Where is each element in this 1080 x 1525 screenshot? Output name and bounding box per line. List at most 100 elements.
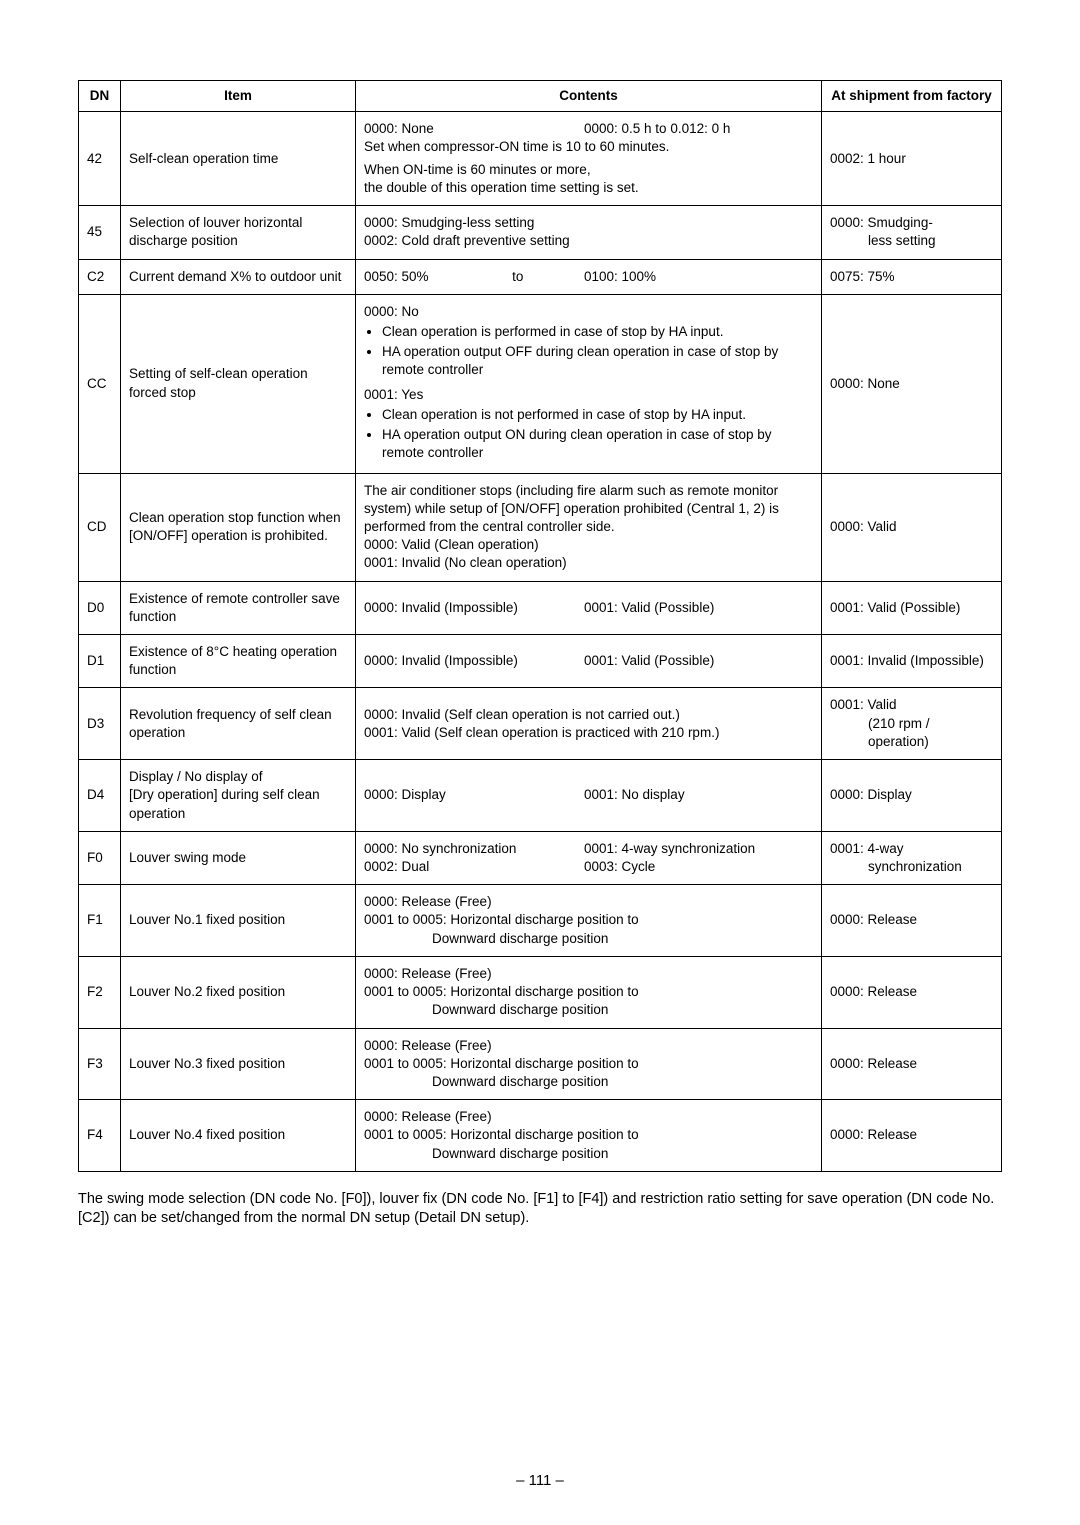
contents-text: 0001 to 0005: Horizontal discharge posit…: [364, 911, 813, 929]
factory-cell: 0000: Smudging- less setting: [822, 206, 1002, 259]
contents-text: 0001: Invalid (No clean operation): [364, 554, 813, 572]
contents-text: 0000: Release (Free): [364, 965, 813, 983]
table-header-row: DN Item Contents At shipment from factor…: [79, 81, 1002, 112]
header-dn: DN: [79, 81, 121, 112]
contents-text: Downward discharge position: [364, 1145, 813, 1163]
contents-text: the double of this operation time settin…: [364, 179, 813, 197]
contents-text: 0000: Release (Free): [364, 1037, 813, 1055]
contents-text: Downward discharge position: [364, 1073, 813, 1091]
page-number: – 111 –: [0, 1472, 1080, 1489]
contents-text: 0001: Valid (Possible): [584, 652, 804, 670]
contents-text: 0000: Invalid (Impossible): [364, 652, 584, 670]
dn-code: D4: [79, 760, 121, 832]
contents-text: 0003: Cycle: [584, 858, 804, 876]
factory-cell: 0001: Valid (Possible): [822, 581, 1002, 634]
bullet-list: Clean operation is not performed in case…: [364, 406, 813, 463]
footnote-text: The swing mode selection (DN code No. [F…: [78, 1190, 1002, 1229]
contents-text: to: [512, 268, 584, 286]
dn-code: F2: [79, 956, 121, 1028]
contents-cell: 0000: Release (Free) 0001 to 0005: Horiz…: [356, 885, 822, 957]
factory-cell: 0002: 1 hour: [822, 112, 1002, 206]
contents-text: 0100: 100%: [584, 268, 786, 286]
item-cell: Louver No.3 fixed position: [121, 1028, 356, 1100]
dn-code: 45: [79, 206, 121, 259]
item-cell: Louver No.4 fixed position: [121, 1100, 356, 1172]
item-cell: Current demand X% to outdoor unit: [121, 259, 356, 294]
contents-text: 0000: Invalid (Impossible): [364, 599, 584, 617]
factory-cell: 0000: Valid: [822, 473, 1002, 581]
contents-cell: 0000: Display0001: No display: [356, 760, 822, 832]
table-row: CC Setting of self-clean operation force…: [79, 294, 1002, 473]
contents-text: Set when compressor-ON time is 10 to 60 …: [364, 138, 813, 156]
contents-cell: 0000: Release (Free) 0001 to 0005: Horiz…: [356, 1100, 822, 1172]
dn-settings-table: DN Item Contents At shipment from factor…: [78, 80, 1002, 1172]
contents-cell: 0000: Release (Free) 0001 to 0005: Horiz…: [356, 1028, 822, 1100]
factory-text: 0001: Valid: [830, 696, 993, 714]
dn-code: F3: [79, 1028, 121, 1100]
dn-code: 42: [79, 112, 121, 206]
factory-text: 0000: Smudging-: [830, 214, 993, 232]
contents-text: 0001 to 0005: Horizontal discharge posit…: [364, 983, 813, 1001]
table-row: D3 Revolution frequency of self clean op…: [79, 688, 1002, 760]
contents-cell: 0000: No synchronization0001: 4-way sync…: [356, 831, 822, 884]
table-row: 42 Self-clean operation time 0000: None0…: [79, 112, 1002, 206]
factory-cell: 0001: 4-way synchronization: [822, 831, 1002, 884]
table-row: 45 Selection of louver horizontal discha…: [79, 206, 1002, 259]
page: DN Item Contents At shipment from factor…: [0, 0, 1080, 1525]
item-cell: Selection of louver horizontal discharge…: [121, 206, 356, 259]
table-row: D1 Existence of 8°C heating operation fu…: [79, 635, 1002, 688]
bullet-item: HA operation output OFF during clean ope…: [382, 343, 813, 379]
item-cell: Louver swing mode: [121, 831, 356, 884]
bullet-item: Clean operation is performed in case of …: [382, 323, 813, 341]
contents-text: 0001 to 0005: Horizontal discharge posit…: [364, 1126, 813, 1144]
contents-text: 0000: Release (Free): [364, 1108, 813, 1126]
bullet-list: Clean operation is performed in case of …: [364, 323, 813, 380]
factory-cell: 0001: Valid (210 rpm / operation): [822, 688, 1002, 760]
item-cell: Louver No.2 fixed position: [121, 956, 356, 1028]
factory-cell: 0000: Display: [822, 760, 1002, 832]
contents-text: 0000: Release (Free): [364, 893, 813, 911]
dn-code: CC: [79, 294, 121, 473]
contents-cell: 0000: Invalid (Impossible)0001: Valid (P…: [356, 581, 822, 634]
header-factory: At shipment from factory: [822, 81, 1002, 112]
contents-cell: 0000: Release (Free) 0001 to 0005: Horiz…: [356, 956, 822, 1028]
factory-cell: 0000: Release: [822, 956, 1002, 1028]
contents-cell: The air conditioner stops (including fir…: [356, 473, 822, 581]
factory-cell: 0001: Invalid (Impossible): [822, 635, 1002, 688]
contents-cell: 0000: No Clean operation is performed in…: [356, 294, 822, 473]
contents-text: 0000: Smudging-less setting: [364, 214, 813, 232]
factory-cell: 0000: Release: [822, 1100, 1002, 1172]
contents-text: 0001: 4-way synchronization: [584, 840, 804, 858]
dn-code: F1: [79, 885, 121, 957]
contents-cell: 0000: None0000: 0.5 h to 0.012: 0 h Set …: [356, 112, 822, 206]
contents-text: Downward discharge position: [364, 930, 813, 948]
contents-cell: 0000: Smudging-less setting 0002: Cold d…: [356, 206, 822, 259]
contents-cell: 0000: Invalid (Self clean operation is n…: [356, 688, 822, 760]
item-cell: Revolution frequency of self clean opera…: [121, 688, 356, 760]
table-row: CD Clean operation stop function when [O…: [79, 473, 1002, 581]
dn-code: D1: [79, 635, 121, 688]
factory-cell: 0075: 75%: [822, 259, 1002, 294]
item-cell: Existence of remote controller save func…: [121, 581, 356, 634]
contents-text: 0000: No: [364, 303, 813, 321]
contents-text: 0050: 50%: [364, 268, 512, 286]
dn-code: CD: [79, 473, 121, 581]
dn-code: F4: [79, 1100, 121, 1172]
contents-text: 0002: Dual: [364, 858, 584, 876]
header-contents: Contents: [356, 81, 822, 112]
item-cell: Display / No display of [Dry operation] …: [121, 760, 356, 832]
item-cell: Setting of self-clean operation forced s…: [121, 294, 356, 473]
factory-cell: 0000: Release: [822, 885, 1002, 957]
table-row: F0 Louver swing mode 0000: No synchroniz…: [79, 831, 1002, 884]
item-cell: Existence of 8°C heating operation funct…: [121, 635, 356, 688]
table-row: D0 Existence of remote controller save f…: [79, 581, 1002, 634]
contents-text: 0000: 0.5 h to 0.012: 0 h: [584, 120, 804, 138]
contents-text: 0000: Display: [364, 786, 584, 804]
factory-text: synchronization: [830, 858, 993, 876]
contents-text: 0000: Valid (Clean operation): [364, 536, 813, 554]
contents-text: 0000: None: [364, 120, 584, 138]
factory-cell: 0000: None: [822, 294, 1002, 473]
table-row: C2 Current demand X% to outdoor unit 005…: [79, 259, 1002, 294]
contents-text: 0002: Cold draft preventive setting: [364, 232, 813, 250]
header-item: Item: [121, 81, 356, 112]
